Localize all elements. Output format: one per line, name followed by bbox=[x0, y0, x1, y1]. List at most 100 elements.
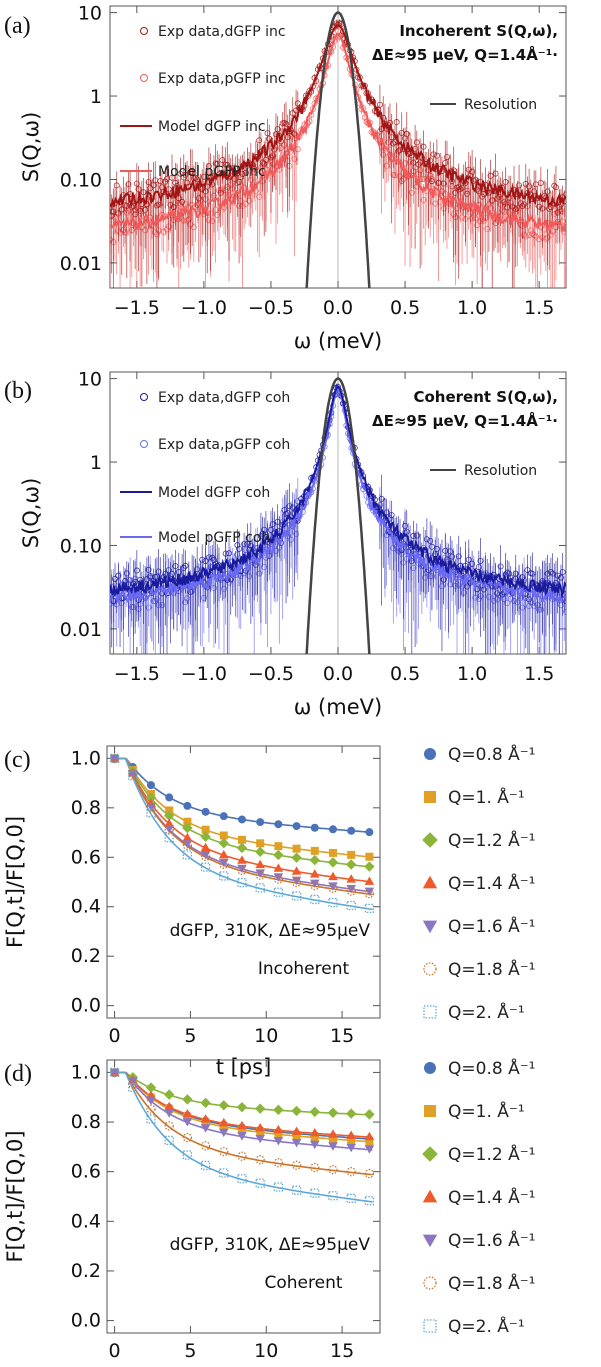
x-tick-label: 1.0 bbox=[457, 297, 487, 319]
legend-label-resolution: Resolution bbox=[464, 97, 537, 113]
x-tick-label: 1.5 bbox=[524, 297, 554, 319]
x-tick-label: 0.5 bbox=[390, 297, 420, 319]
data-point bbox=[238, 836, 246, 844]
panel-c-label: (c) bbox=[4, 747, 31, 773]
legend-marker bbox=[424, 748, 436, 760]
y-tick-label: 1 bbox=[90, 452, 102, 474]
y-tick-label: 0.8 bbox=[71, 797, 101, 819]
data-point bbox=[310, 1107, 320, 1117]
data-point bbox=[256, 839, 264, 847]
data-point bbox=[293, 845, 301, 853]
legend-label: Q=1.2 Å⁻¹ bbox=[448, 1143, 535, 1165]
legend-label: Exp data,pGFP inc bbox=[158, 71, 286, 87]
annotation-line-2: Coherent bbox=[264, 1273, 342, 1293]
legend-marker bbox=[141, 441, 148, 448]
x-tick-label: 0.0 bbox=[323, 297, 353, 319]
data-point bbox=[219, 1100, 229, 1110]
x-tick-label: 5 bbox=[184, 1025, 196, 1047]
y-axis-label: F[Q,t]/F[Q,0] bbox=[3, 1130, 27, 1262]
data-point bbox=[328, 1129, 338, 1137]
annotation-line-2: ΔE≈95 μeV, Q=1.4Å⁻¹· bbox=[372, 45, 558, 64]
data-point bbox=[182, 1094, 192, 1104]
data-point bbox=[147, 781, 155, 789]
annotation-line-1: Incoherent S(Q,ω), bbox=[399, 22, 558, 40]
legend-label-resolution: Resolution bbox=[464, 463, 537, 479]
legend-marker bbox=[424, 791, 436, 803]
legend-label: Q=0.8 Å⁻¹ bbox=[448, 743, 535, 765]
x-tick-label: 1.5 bbox=[524, 663, 554, 685]
legend-label: Exp data,dGFP coh bbox=[158, 390, 290, 406]
y-tick-label: 0.8 bbox=[71, 1111, 101, 1133]
legend-marker bbox=[424, 1320, 436, 1332]
legend-label: Q=1.4 Å⁻¹ bbox=[448, 872, 535, 894]
legend-label: Q=1.8 Å⁻¹ bbox=[448, 1272, 535, 1294]
legend-label: Q=0.8 Å⁻¹ bbox=[448, 1057, 535, 1079]
x-axis-label: ω (meV) bbox=[294, 695, 382, 719]
y-tick-label: 0.4 bbox=[71, 896, 101, 918]
annotation-line-1: Coherent S(Q,ω), bbox=[413, 388, 558, 406]
legend-marker bbox=[423, 1235, 437, 1248]
legend-label: Q=2. Å⁻¹ bbox=[448, 1315, 525, 1337]
y-tick-label: 0.0 bbox=[71, 1310, 101, 1332]
data-point bbox=[202, 808, 210, 816]
data-point bbox=[311, 847, 319, 855]
data-point bbox=[183, 833, 193, 841]
annotation-line-1: dGFP, 310K, ΔE≈95μeV bbox=[170, 1235, 371, 1255]
legend-label: Q=1. Å⁻¹ bbox=[448, 1100, 525, 1122]
x-tick-label: 0 bbox=[109, 1340, 121, 1362]
x-tick-label: 15 bbox=[330, 1025, 354, 1047]
legend-label: Model dGFP inc bbox=[158, 119, 266, 135]
x-tick-label: 10 bbox=[254, 1025, 278, 1047]
legend-marker bbox=[424, 963, 436, 975]
panel-d-label: (d) bbox=[4, 1061, 32, 1087]
data-point bbox=[346, 859, 356, 869]
data-point bbox=[311, 824, 319, 832]
data-point bbox=[256, 818, 264, 826]
data-point bbox=[237, 843, 247, 853]
annotation-line-2: ΔE≈95 μeV, Q=1.4Å⁻¹· bbox=[372, 411, 558, 430]
data-point bbox=[291, 852, 301, 862]
legend-marker bbox=[141, 28, 148, 35]
data-point bbox=[255, 1123, 265, 1131]
annotation-line-2: Incoherent bbox=[258, 959, 350, 979]
data-point bbox=[200, 1098, 210, 1108]
legend-label: Q=1.2 Å⁻¹ bbox=[448, 829, 535, 851]
data-point bbox=[291, 1106, 301, 1116]
y-axis-label: S(Q,ω) bbox=[19, 478, 43, 549]
data-point bbox=[347, 827, 355, 835]
panel-a-label: (a) bbox=[4, 13, 31, 39]
legend-marker bbox=[423, 1190, 437, 1203]
legend-marker bbox=[141, 75, 148, 82]
x-tick-label: −0.5 bbox=[248, 663, 294, 685]
legend-label: Model pGFP coh bbox=[158, 530, 270, 546]
data-point bbox=[364, 861, 374, 871]
x-axis-label: t [ps] bbox=[216, 1055, 272, 1079]
data-point bbox=[310, 855, 320, 865]
panel-b-label: (b) bbox=[4, 378, 32, 404]
legend-label: Q=2. Å⁻¹ bbox=[448, 1001, 525, 1023]
data-point bbox=[293, 822, 301, 830]
x-tick-label: 0.5 bbox=[390, 663, 420, 685]
data-point bbox=[346, 1131, 356, 1139]
x-tick-label: −1.0 bbox=[181, 297, 227, 319]
legend-label: Q=1.4 Å⁻¹ bbox=[448, 1186, 535, 1208]
data-point bbox=[310, 1128, 320, 1136]
y-axis-label: F[Q,t]/F[Q,0] bbox=[3, 816, 27, 948]
data-point bbox=[219, 838, 229, 848]
y-tick-label: 0.10 bbox=[60, 169, 102, 191]
legend-label: Q=1. Å⁻¹ bbox=[448, 786, 525, 808]
data-point bbox=[183, 802, 191, 810]
x-tick-label: 1.0 bbox=[457, 663, 487, 685]
legend-marker bbox=[422, 1146, 438, 1162]
data-point bbox=[183, 1118, 193, 1126]
legend-marker bbox=[423, 876, 437, 889]
data-point bbox=[292, 1127, 302, 1135]
y-tick-label: 0.2 bbox=[71, 1260, 101, 1282]
data-point bbox=[255, 1103, 265, 1113]
chart-b: −1.5 −1.0 −0.5 0.0 0.5 1.0 1.50.010.10110ω (me… bbox=[19, 369, 569, 719]
data-point bbox=[328, 857, 338, 867]
data-point bbox=[165, 793, 173, 801]
legend-marker bbox=[423, 921, 437, 934]
x-tick-label: 0 bbox=[109, 1025, 121, 1047]
y-tick-label: 1.0 bbox=[71, 1061, 101, 1083]
